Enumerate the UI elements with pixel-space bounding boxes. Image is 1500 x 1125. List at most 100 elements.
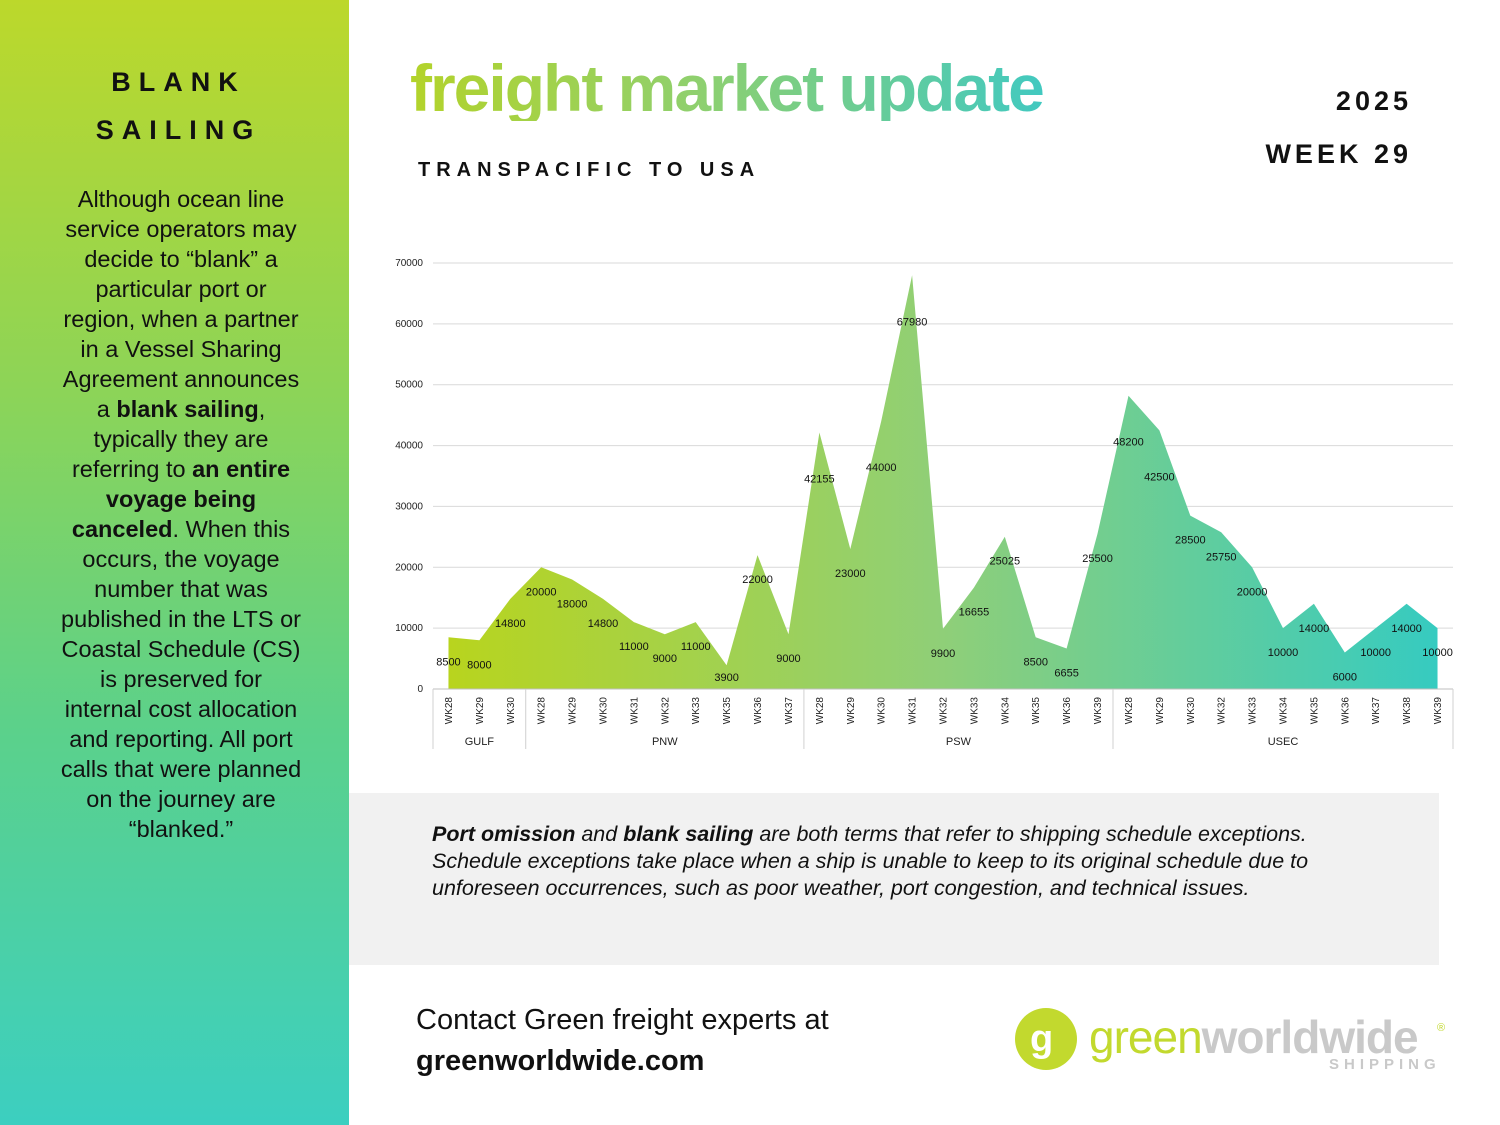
group-label: GULF bbox=[465, 736, 495, 748]
x-tick-label: WK37 bbox=[784, 697, 795, 725]
page-title: freight market update bbox=[410, 51, 1045, 125]
data-label: 20000 bbox=[1237, 586, 1268, 598]
x-tick-label: WK29 bbox=[568, 697, 579, 725]
company-logo: g greenworldwide ® SHIPPING bbox=[1015, 1008, 1455, 1078]
x-tick-label: WK30 bbox=[1186, 697, 1197, 725]
data-label: 8500 bbox=[436, 656, 460, 668]
group-label: PNW bbox=[652, 736, 678, 748]
sidebar-text-2: , typically they are referring to bbox=[71, 396, 269, 482]
x-tick-label: WK35 bbox=[722, 697, 733, 725]
data-label: 10000 bbox=[1422, 647, 1453, 659]
x-tick-label: WK29 bbox=[1155, 697, 1166, 725]
logo-globe-icon: g bbox=[1015, 1008, 1077, 1070]
x-tick-label: WK39 bbox=[1093, 697, 1104, 725]
note-bold-2: blank sailing bbox=[623, 822, 754, 846]
x-tick-label: WK33 bbox=[1248, 697, 1259, 725]
sidebar-title-line2: SAILING bbox=[95, 115, 262, 145]
x-tick-label: WK28 bbox=[537, 697, 548, 725]
note-text-2: are both terms that refer to shipping sc… bbox=[432, 822, 1309, 900]
note-box: Port omission and blank sailing are both… bbox=[349, 793, 1439, 965]
x-tick-label: WK35 bbox=[1031, 697, 1042, 725]
data-label: 3900 bbox=[714, 672, 738, 684]
x-tick-label: WK30 bbox=[599, 697, 610, 725]
x-tick-label: WK32 bbox=[1217, 697, 1228, 725]
logo-registered-mark: ® bbox=[1437, 1022, 1446, 1034]
data-label: 9000 bbox=[776, 653, 800, 665]
data-label: 18000 bbox=[557, 598, 588, 610]
x-tick-label: WK38 bbox=[1402, 697, 1413, 725]
data-label: 10000 bbox=[1360, 647, 1391, 659]
logo-word-rest: worldwide bbox=[1201, 1011, 1419, 1063]
x-tick-label: WK39 bbox=[1433, 697, 1444, 725]
logo-word-green: green bbox=[1089, 1011, 1203, 1063]
x-tick-label: WK34 bbox=[1000, 697, 1011, 725]
note-text-1: and bbox=[575, 822, 624, 846]
data-label: 6655 bbox=[1054, 667, 1078, 679]
data-label: 25025 bbox=[990, 556, 1021, 568]
y-tick-label: 40000 bbox=[395, 441, 423, 452]
x-tick-label: WK37 bbox=[1371, 697, 1382, 725]
x-tick-label: WK36 bbox=[1062, 697, 1073, 725]
sidebar: BLANK SAILING Although ocean line servic… bbox=[0, 0, 349, 1125]
data-label: 22000 bbox=[742, 574, 773, 586]
y-tick-label: 10000 bbox=[395, 623, 423, 634]
data-label: 8500 bbox=[1023, 656, 1047, 668]
sidebar-title: BLANK SAILING bbox=[0, 58, 349, 154]
data-label: 20000 bbox=[526, 586, 557, 598]
data-label: 16655 bbox=[959, 607, 990, 619]
y-tick-label: 0 bbox=[417, 684, 423, 695]
contact-line: Contact Green freight experts at bbox=[416, 1004, 829, 1036]
y-tick-label: 50000 bbox=[395, 380, 423, 391]
data-label: 10000 bbox=[1268, 647, 1299, 659]
x-tick-label: WK34 bbox=[1279, 697, 1290, 725]
data-label: 23000 bbox=[835, 568, 866, 580]
data-label: 6000 bbox=[1333, 671, 1357, 683]
data-label: 11000 bbox=[619, 641, 649, 653]
x-tick-label: WK36 bbox=[753, 697, 764, 725]
x-tick-label: WK33 bbox=[969, 697, 980, 725]
data-label: 48200 bbox=[1113, 437, 1144, 449]
x-tick-label: WK29 bbox=[846, 697, 857, 725]
data-label: 28500 bbox=[1175, 535, 1206, 547]
freight-area-chart: 0 10000 20000 30000 40000 50000 60000 70000 850… bbox=[395, 258, 1454, 749]
note-text: Port omission and blank sailing are both… bbox=[432, 821, 1392, 902]
data-label: 42155 bbox=[804, 473, 835, 485]
x-tick-label: WK31 bbox=[908, 697, 919, 725]
data-label: 8000 bbox=[467, 659, 491, 671]
sidebar-bold-1: blank sailing bbox=[116, 396, 259, 422]
data-label: 11000 bbox=[681, 641, 711, 653]
y-tick-label: 20000 bbox=[395, 562, 423, 573]
note-bold-1: Port omission bbox=[432, 822, 576, 846]
x-tick-label: WK30 bbox=[877, 697, 888, 725]
y-tick-label: 60000 bbox=[395, 319, 423, 330]
sidebar-text-1: Although ocean line service operators ma… bbox=[62, 186, 300, 422]
group-label: PSW bbox=[946, 736, 972, 748]
x-tick-label: WK30 bbox=[506, 697, 517, 725]
x-tick-label: WK29 bbox=[475, 697, 486, 725]
x-tick-label: WK32 bbox=[660, 697, 671, 725]
data-label: 14000 bbox=[1391, 623, 1422, 635]
data-label: 25500 bbox=[1082, 553, 1113, 565]
data-label: 25750 bbox=[1206, 551, 1237, 563]
logo-wordmark: greenworldwide bbox=[1089, 1010, 1419, 1064]
report-week: WEEK 29 bbox=[1265, 139, 1412, 169]
data-label: 14000 bbox=[1299, 623, 1330, 635]
data-label: 44000 bbox=[866, 462, 897, 474]
data-label: 9900 bbox=[931, 648, 955, 660]
data-label: 67980 bbox=[897, 316, 928, 328]
sidebar-title-line1: BLANK bbox=[111, 67, 246, 97]
y-tick-label: 70000 bbox=[395, 258, 423, 269]
sidebar-body: Although ocean line service operators ma… bbox=[60, 184, 302, 844]
logo-subtitle: SHIPPING bbox=[1329, 1056, 1441, 1073]
x-tick-label: WK33 bbox=[691, 697, 702, 725]
x-tick-label: WK31 bbox=[629, 697, 640, 725]
area-series bbox=[448, 275, 1438, 689]
data-label: 42500 bbox=[1144, 471, 1175, 483]
contact-website-link[interactable]: greenworldwide.com bbox=[416, 1045, 705, 1077]
x-tick-label: WK28 bbox=[1124, 697, 1135, 725]
data-label: 9000 bbox=[653, 653, 677, 665]
group-label: USEC bbox=[1268, 736, 1299, 748]
y-tick-label: 30000 bbox=[395, 501, 423, 512]
sidebar-bold-2: an entire voyage being canceled bbox=[71, 456, 291, 542]
x-tick-label: WK35 bbox=[1309, 697, 1320, 725]
